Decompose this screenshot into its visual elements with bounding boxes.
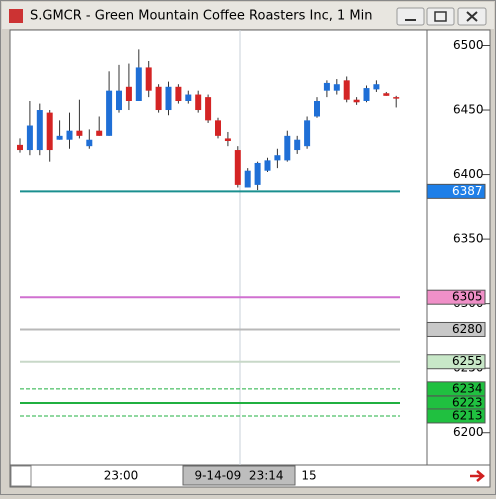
level-label: 6223 bbox=[452, 396, 483, 410]
candle-body bbox=[215, 120, 221, 136]
minimize-button[interactable] bbox=[396, 7, 425, 26]
level-badge bbox=[426, 354, 486, 370]
window-buttons[interactable] bbox=[396, 7, 487, 26]
candle-body bbox=[96, 130, 103, 136]
candle-body bbox=[284, 135, 291, 161]
candle-body bbox=[205, 97, 212, 121]
cursor-box bbox=[182, 465, 296, 486]
window-title: S.GMCR - Green Mountain Coffee Roasters … bbox=[30, 9, 373, 24]
candle-body bbox=[383, 93, 390, 96]
candle-body bbox=[304, 120, 311, 147]
level-label: 6255 bbox=[452, 354, 483, 368]
candle-body bbox=[274, 155, 281, 161]
candle-body bbox=[294, 139, 301, 151]
level-label: 6234 bbox=[452, 381, 483, 395]
x-label: 23:00 bbox=[104, 469, 139, 483]
app-icon bbox=[9, 9, 23, 23]
candle-body bbox=[185, 94, 192, 101]
candle-body bbox=[353, 99, 360, 103]
maximize-button[interactable] bbox=[426, 7, 455, 26]
candle-body bbox=[314, 100, 320, 117]
candle-body bbox=[86, 139, 93, 147]
candle-body bbox=[363, 88, 370, 101]
candle-body bbox=[76, 130, 83, 136]
candle-body bbox=[56, 135, 63, 140]
candle-body bbox=[26, 125, 33, 151]
candle-body bbox=[125, 86, 132, 101]
level-label: 6280 bbox=[452, 322, 483, 336]
candle-body bbox=[244, 170, 251, 188]
candle-body bbox=[116, 90, 122, 111]
level-badge bbox=[426, 408, 486, 424]
level-label: 6305 bbox=[452, 290, 483, 304]
level-badge bbox=[426, 321, 486, 337]
level-label: 6213 bbox=[452, 408, 483, 422]
candle-body bbox=[36, 110, 43, 151]
scroll-arrow[interactable] bbox=[470, 470, 485, 482]
candle-body bbox=[17, 144, 23, 151]
x-label: 15 bbox=[301, 469, 316, 483]
candle-body bbox=[135, 67, 142, 101]
level-label: 6387 bbox=[452, 184, 483, 198]
y-tick-label: 6200 bbox=[453, 425, 484, 439]
chart-area bbox=[9, 29, 491, 466]
candle-body bbox=[333, 84, 340, 91]
candle-body bbox=[155, 86, 162, 111]
candle-body bbox=[264, 160, 271, 171]
cursor-label: 9-14-09 23:14 bbox=[194, 469, 283, 483]
candle-body bbox=[66, 130, 73, 140]
candle-body bbox=[224, 138, 231, 142]
y-tick-label: 6350 bbox=[453, 232, 484, 246]
candle-body bbox=[46, 112, 53, 151]
candle-body bbox=[393, 97, 400, 99]
candle-body bbox=[373, 84, 380, 90]
candle-body bbox=[195, 94, 202, 111]
y-tick-label: 6400 bbox=[453, 167, 484, 181]
candle-body bbox=[145, 67, 152, 91]
corner-box[interactable] bbox=[10, 465, 32, 487]
candle-body bbox=[106, 90, 113, 136]
y-tick-label: 6450 bbox=[453, 103, 484, 117]
level-badge bbox=[426, 183, 486, 199]
candle-body bbox=[165, 86, 172, 111]
candle-body bbox=[234, 150, 241, 185]
y-tick-label: 6500 bbox=[453, 38, 484, 52]
candle-body bbox=[175, 86, 182, 101]
candle-body bbox=[323, 82, 330, 91]
candle-body bbox=[254, 162, 261, 185]
candle-body bbox=[343, 80, 350, 100]
level-badge bbox=[426, 289, 486, 305]
